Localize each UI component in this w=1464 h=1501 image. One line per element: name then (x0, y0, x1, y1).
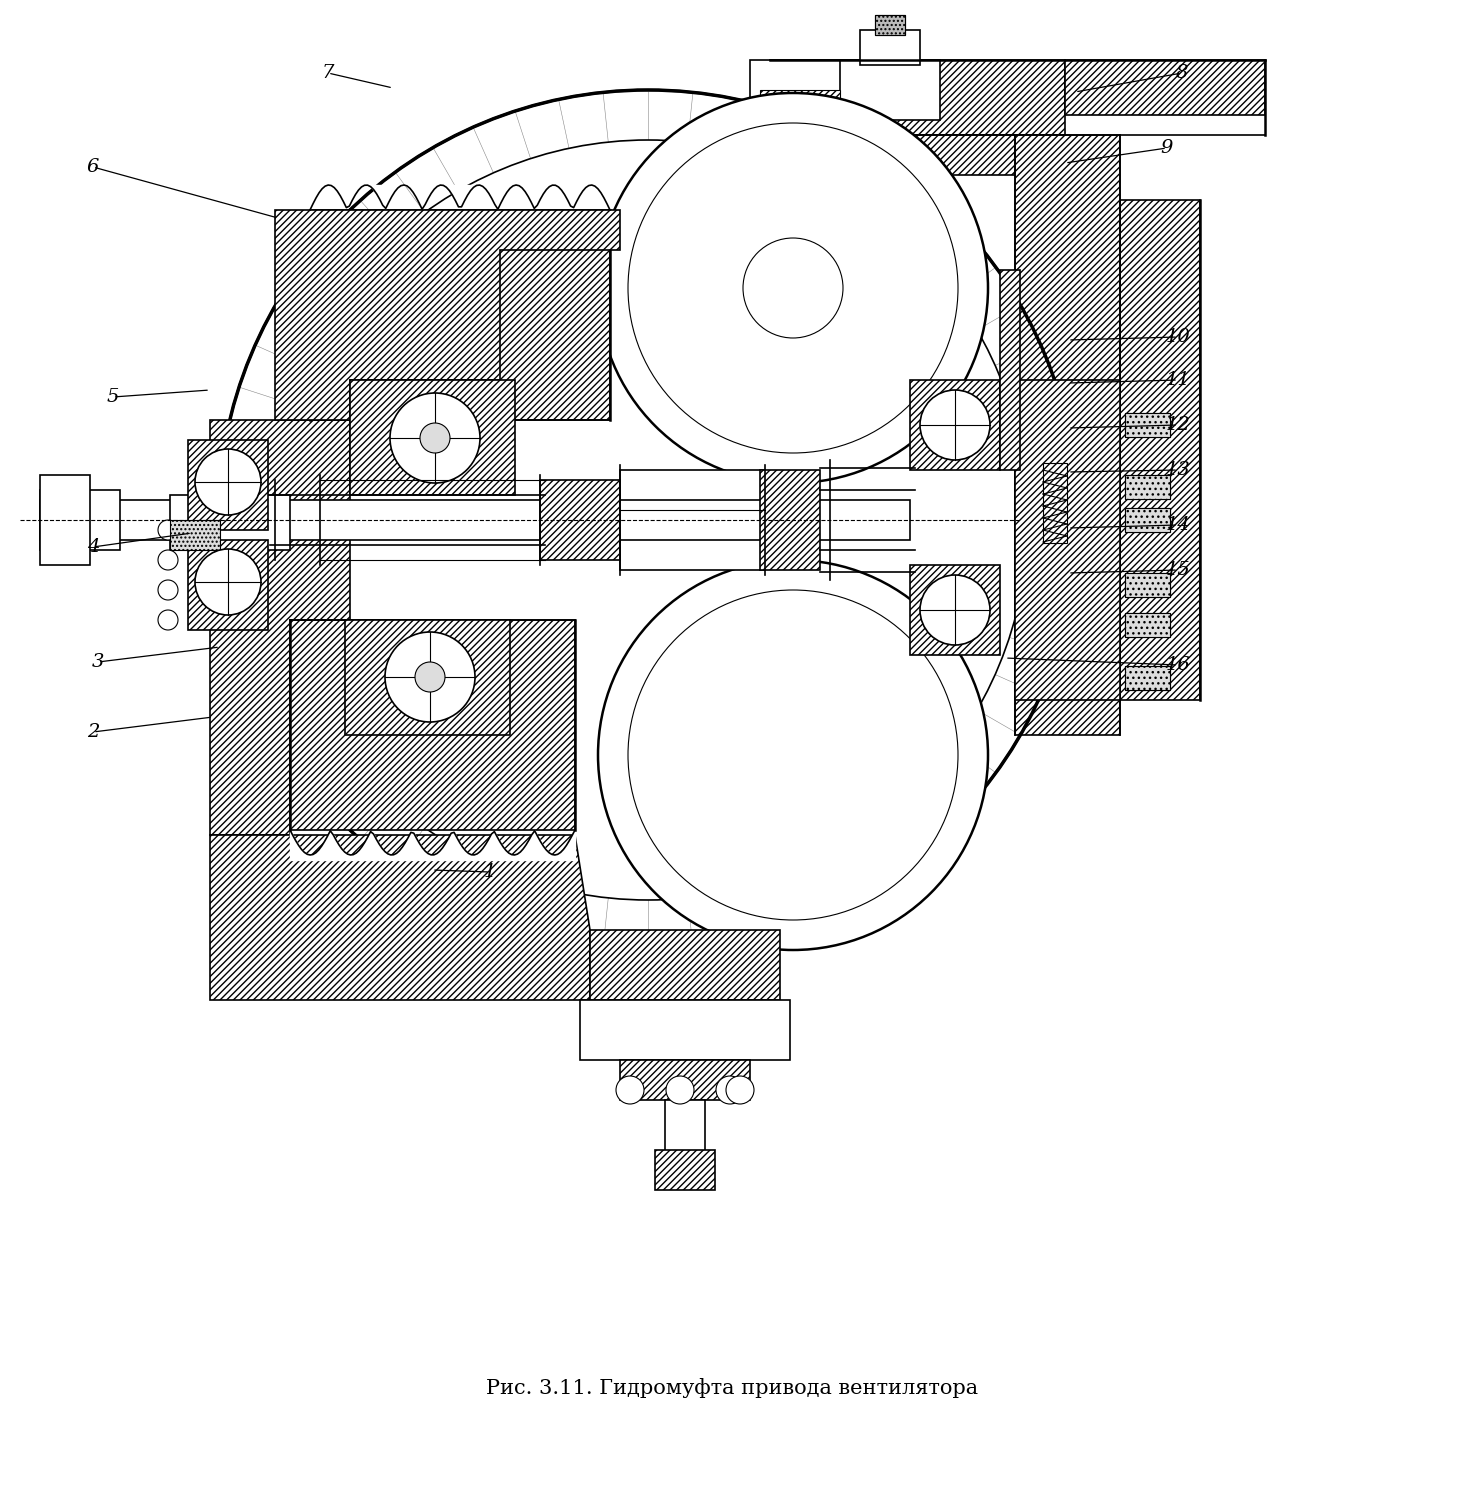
Text: 14: 14 (1165, 516, 1190, 534)
Bar (619, 1060, 750, 1100)
Bar (590, 931, 780, 1000)
Bar (1015, 135, 1120, 735)
Circle shape (158, 609, 179, 630)
Circle shape (744, 239, 843, 338)
Bar (1042, 462, 1067, 543)
Bar (770, 60, 1064, 135)
Circle shape (628, 123, 957, 453)
Circle shape (726, 1076, 754, 1105)
Circle shape (616, 1076, 644, 1105)
Text: 9: 9 (1161, 140, 1173, 158)
Bar (1124, 666, 1170, 690)
Bar (911, 380, 1000, 470)
Bar (859, 30, 919, 65)
Bar (1124, 573, 1170, 597)
Bar (170, 519, 220, 549)
Bar (1000, 270, 1020, 470)
Circle shape (158, 549, 179, 570)
Bar (619, 470, 766, 570)
Text: 6: 6 (86, 158, 100, 176)
Bar (760, 90, 840, 140)
Bar (580, 1000, 791, 1060)
Bar (840, 135, 1064, 176)
Bar (187, 440, 268, 530)
Text: 16: 16 (1165, 656, 1190, 674)
Bar (170, 495, 290, 549)
Circle shape (919, 575, 990, 645)
Circle shape (628, 590, 957, 920)
Text: 8: 8 (1176, 65, 1189, 83)
Bar (1124, 573, 1170, 597)
Text: 15: 15 (1165, 561, 1190, 579)
Bar (760, 470, 820, 570)
Bar (911, 564, 1000, 654)
Text: 1: 1 (483, 863, 496, 881)
Bar (654, 1150, 714, 1190)
Circle shape (716, 1076, 744, 1105)
Text: 13: 13 (1165, 461, 1190, 479)
Text: 2: 2 (86, 723, 100, 741)
Text: 12: 12 (1165, 416, 1190, 434)
Bar (1124, 507, 1170, 531)
Bar (875, 15, 905, 35)
Circle shape (218, 90, 1078, 950)
Circle shape (420, 423, 449, 453)
Bar (540, 480, 619, 560)
Polygon shape (275, 210, 619, 420)
Circle shape (195, 549, 261, 615)
Polygon shape (310, 210, 610, 420)
Bar (1124, 413, 1170, 437)
Bar (40, 489, 120, 549)
Bar (1124, 666, 1170, 690)
Polygon shape (209, 420, 350, 835)
Bar (187, 540, 268, 630)
Polygon shape (209, 835, 590, 1000)
Bar (1064, 60, 1265, 116)
Polygon shape (290, 620, 575, 830)
Text: 5: 5 (107, 387, 119, 405)
Text: 10: 10 (1165, 329, 1190, 347)
Bar (665, 1100, 706, 1160)
Circle shape (195, 449, 261, 515)
Bar (40, 500, 911, 540)
Circle shape (414, 662, 445, 692)
Circle shape (597, 560, 988, 950)
Bar (750, 60, 851, 146)
Bar (40, 474, 89, 564)
Bar (1124, 474, 1170, 498)
Circle shape (919, 390, 990, 459)
Circle shape (389, 393, 480, 483)
Circle shape (158, 579, 179, 600)
Circle shape (597, 93, 988, 483)
Bar (1124, 507, 1170, 531)
Bar (346, 620, 509, 735)
Bar (840, 60, 940, 120)
Bar (1124, 474, 1170, 498)
Bar (1124, 413, 1170, 437)
Circle shape (385, 632, 474, 722)
Text: 3: 3 (92, 653, 104, 671)
Bar (1015, 380, 1120, 699)
Bar (1124, 612, 1170, 636)
Text: 4: 4 (86, 537, 100, 555)
Text: Рис. 3.11. Гидромуфта привода вентилятора: Рис. 3.11. Гидромуфта привода вентилятор… (486, 1378, 978, 1399)
Circle shape (666, 1076, 694, 1105)
Text: 11: 11 (1165, 371, 1190, 389)
Bar (350, 380, 515, 495)
Bar (875, 15, 905, 35)
Circle shape (268, 140, 1028, 901)
Bar (1124, 612, 1170, 636)
Circle shape (158, 519, 179, 540)
Text: 7: 7 (322, 65, 334, 83)
Bar (1120, 200, 1200, 699)
